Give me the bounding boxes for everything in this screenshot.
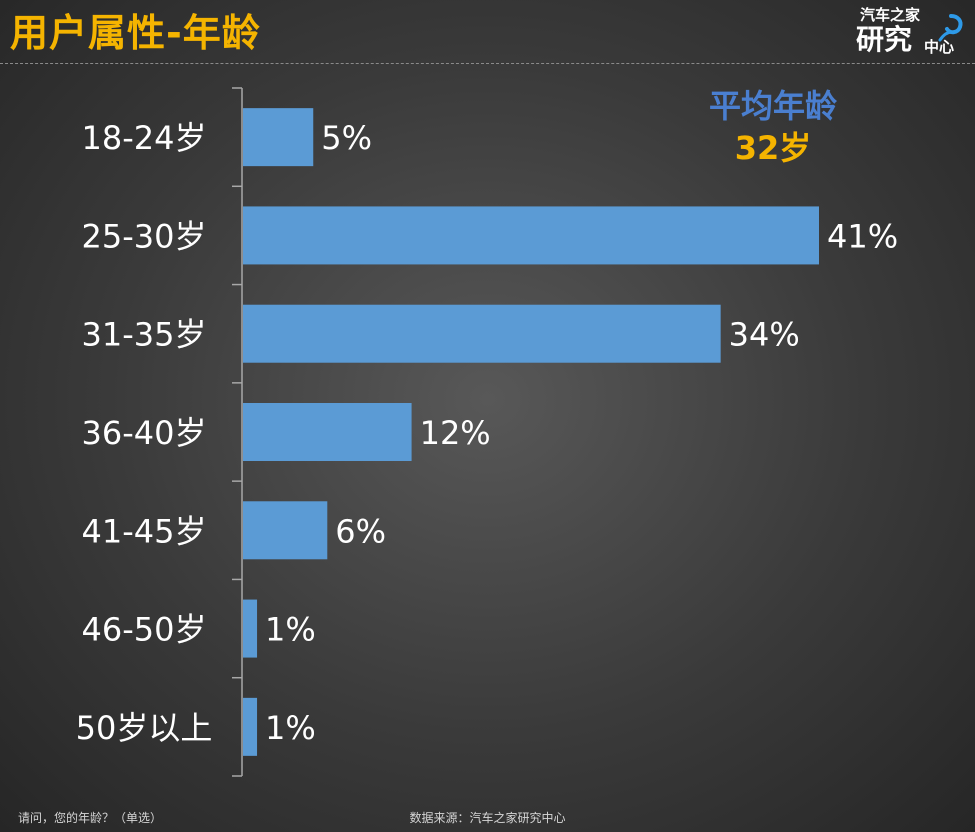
value-label: 41%: [827, 217, 898, 255]
data-source: 数据来源：汽车之家研究中心: [409, 811, 566, 825]
chart-labels: 18-24岁 5% 25-30岁 41% 31-35岁 34% 36-40岁 12% 41-45…: [76, 119, 898, 747]
value-label: 12%: [420, 414, 491, 452]
bar: [243, 403, 412, 461]
value-label: 1%: [265, 709, 316, 747]
title-divider: [0, 63, 975, 64]
value-label: 34%: [729, 316, 800, 354]
chart-axis: [232, 87, 243, 777]
page-title: 用户属性-年龄: [10, 11, 261, 55]
category-label: 18-24岁: [82, 119, 207, 157]
bar: [243, 501, 328, 560]
bar: [243, 206, 819, 265]
chart-bars: [243, 108, 819, 756]
category-label: 46-50岁: [82, 611, 207, 649]
category-label: 25-30岁: [82, 217, 207, 255]
bar: [243, 304, 721, 363]
bar: [243, 697, 258, 756]
category-label: 41-45岁: [82, 512, 207, 550]
swirl-logo-icon: [938, 14, 963, 42]
bar: [243, 599, 258, 658]
bar: [243, 108, 314, 167]
logo-top-text: 汽车之家: [860, 6, 921, 24]
average-age-callout: 平均年龄 32岁: [680, 84, 866, 168]
value-label: 1%: [265, 611, 316, 649]
average-age-value: 32岁: [734, 129, 812, 167]
logo-small-text: 中心: [924, 38, 955, 56]
average-age-label: 平均年龄: [708, 87, 837, 125]
survey-question: 请问，您的年龄？（单选）: [18, 811, 163, 825]
category-label: 50岁以上: [76, 709, 213, 747]
category-label: 36-40岁: [82, 414, 207, 452]
category-label: 31-35岁: [82, 316, 207, 354]
value-label: 6%: [335, 512, 386, 550]
logo-big-text: 研究: [856, 23, 913, 56]
value-label: 5%: [321, 119, 372, 157]
brand-logo: 汽车之家 研究 中心: [854, 6, 966, 62]
